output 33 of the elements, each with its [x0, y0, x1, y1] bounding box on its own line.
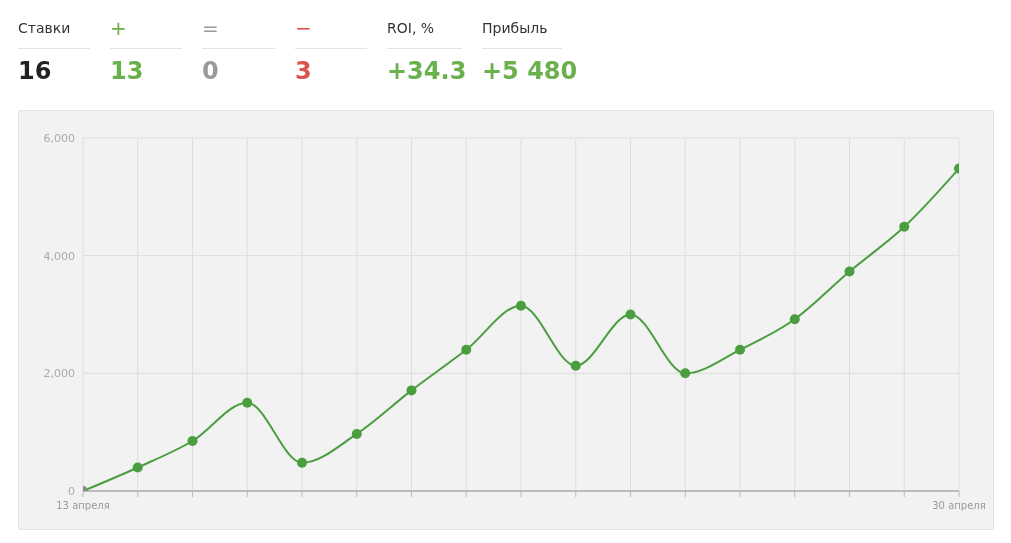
- text: +5 480: [482, 57, 578, 85]
- text: 16: [18, 57, 52, 85]
- category-label: −: [295, 16, 312, 40]
- x-tick-label: 30 апреля: [932, 500, 986, 511]
- y-tick-label: 6,000: [43, 131, 75, 145]
- point: [899, 221, 910, 232]
- point: [132, 462, 143, 473]
- text: 3: [295, 57, 312, 85]
- text: 13: [110, 57, 144, 85]
- point: [789, 314, 800, 325]
- y-tick-label: 4,000: [43, 249, 75, 263]
- category-label: Ставки: [18, 20, 71, 36]
- y-tick-label: 2,000: [43, 367, 75, 381]
- point: [297, 457, 307, 468]
- category-label: +: [110, 16, 127, 40]
- point: [625, 309, 636, 320]
- point: [844, 266, 855, 277]
- point: [570, 360, 581, 371]
- text: +34.3: [387, 57, 467, 85]
- y-tick-label: 0: [68, 484, 75, 498]
- category-label: =: [202, 16, 219, 40]
- category-label: ROI, %: [387, 20, 435, 36]
- point: [680, 368, 691, 379]
- point: [187, 435, 198, 446]
- text: 0: [202, 57, 219, 85]
- category-label: Прибыль: [482, 20, 548, 36]
- point: [516, 300, 526, 311]
- point: [461, 344, 472, 355]
- point: [735, 344, 745, 355]
- point: [406, 385, 417, 396]
- point: [351, 428, 362, 439]
- point: [242, 397, 253, 408]
- x-tick-label: 13 апреля: [56, 500, 110, 511]
